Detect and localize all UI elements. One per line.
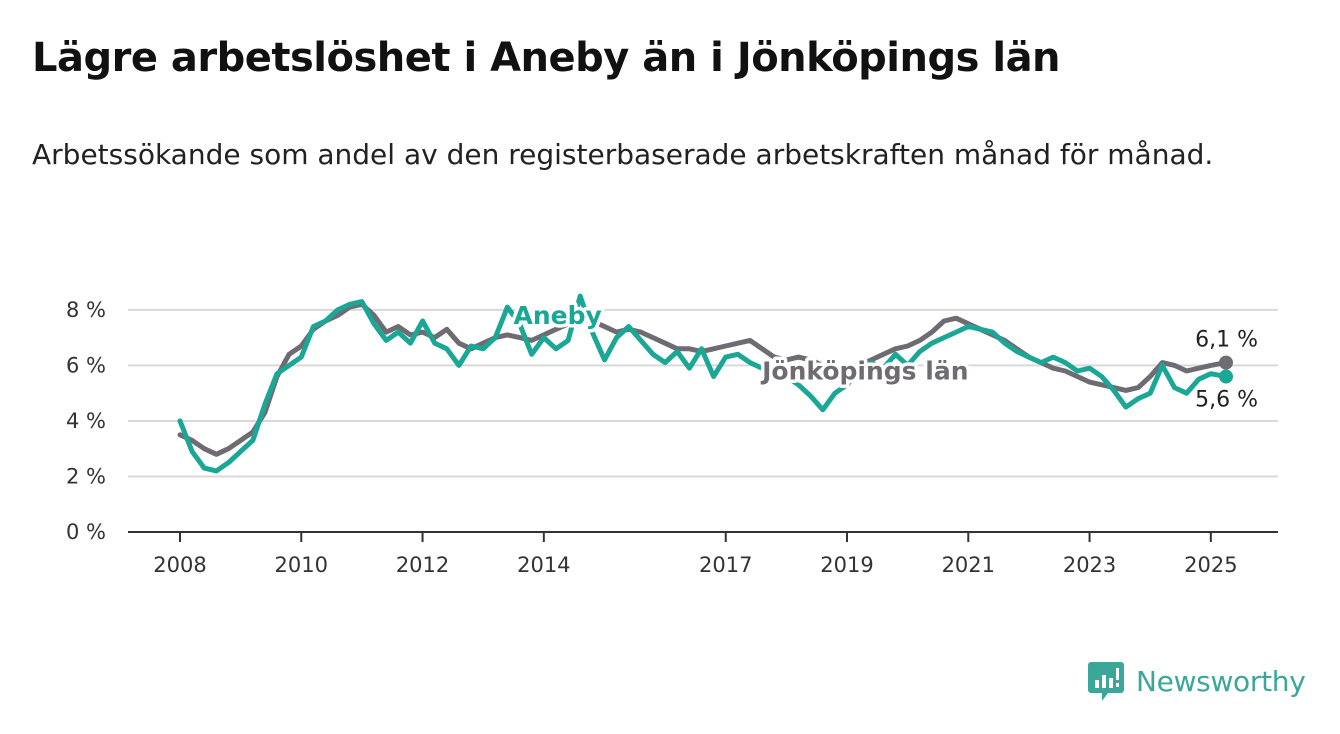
series-lines	[177, 293, 1233, 474]
series-name-label: Jönköpings län	[760, 356, 968, 385]
newsworthy-logo-icon	[1088, 662, 1124, 701]
y-tick-label: 6 %	[66, 353, 106, 377]
x-tick-label: 2021	[942, 553, 995, 577]
gridlines	[128, 308, 1278, 478]
series-name-label: Aneby	[514, 301, 602, 330]
series-end-marker	[1219, 355, 1233, 370]
x-tick-label: 2017	[699, 553, 752, 577]
brand-name: Newsworthy	[1136, 664, 1306, 698]
x-tick-label: 2014	[517, 553, 570, 577]
newsworthy-logo: Newsworthy	[1088, 660, 1306, 702]
x-tick-label: 2012	[396, 553, 449, 577]
y-tick-label: 2 %	[66, 464, 106, 488]
x-axis-ticks: 2008 2010 2012 2014 2017 2019 2021 2023 2025	[153, 532, 1238, 577]
series-line	[177, 301, 1229, 457]
x-tick-label: 2010	[275, 553, 328, 577]
series-labels: Jönköpings län Aneby 6,1 % 5,6 %	[510, 297, 1258, 413]
y-tick-label: 8 %	[66, 298, 106, 322]
x-tick-label: 2023	[1063, 553, 1116, 577]
series-line	[177, 293, 1229, 474]
chart-subtitle: Arbetssökande som andel av den registerb…	[32, 138, 1214, 171]
x-tick-label: 2019	[820, 553, 873, 577]
series-end-value-label: 5,6 %	[1195, 388, 1258, 413]
series-end-marker	[1219, 369, 1233, 384]
series-end-value-label: 6,1 %	[1195, 328, 1258, 353]
x-tick-label: 2025	[1184, 553, 1237, 577]
y-tick-label: 4 %	[66, 409, 106, 433]
y-axis-ticks: 0 % 2 % 4 % 6 % 8 %	[66, 298, 106, 544]
chart-title: Lägre arbetslöshet i Aneby än i Jönköpin…	[32, 35, 1061, 81]
y-tick-label: 0 %	[66, 520, 106, 544]
x-tick-label: 2008	[153, 553, 206, 577]
